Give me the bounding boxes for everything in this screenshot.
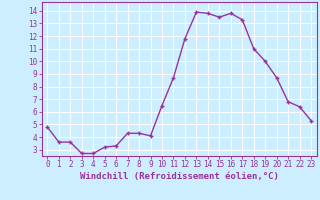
X-axis label: Windchill (Refroidissement éolien,°C): Windchill (Refroidissement éolien,°C) (80, 172, 279, 181)
